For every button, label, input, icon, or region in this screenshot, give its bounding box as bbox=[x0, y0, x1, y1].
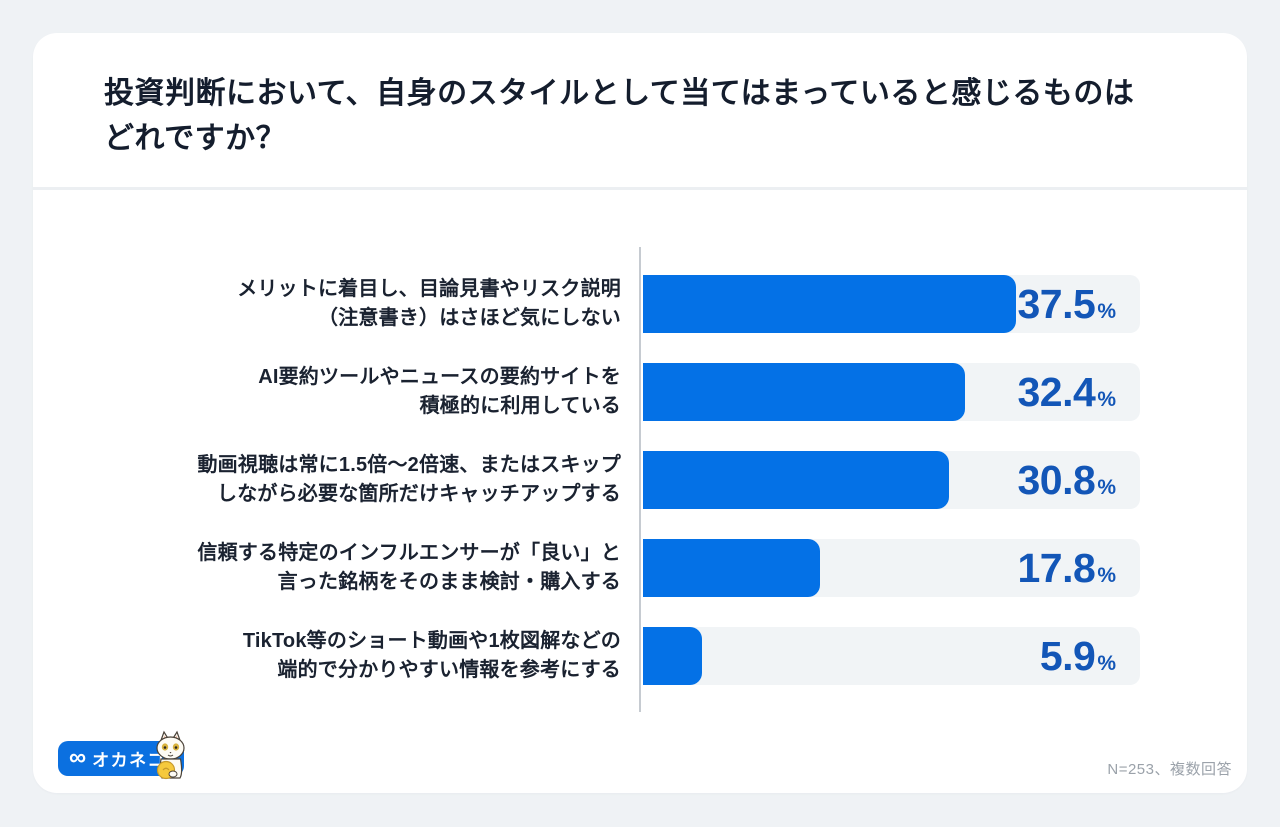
category-label-line: （注意書き）はさほど気にしない bbox=[318, 307, 621, 329]
category-label-line: しながら必要な箇所だけキャッチアップする bbox=[217, 483, 621, 505]
okaneko-logo: ∞ オカネコ bbox=[58, 730, 185, 780]
bar-fill bbox=[643, 363, 966, 421]
chart-row: メリットに着目し、目論見書やリスク説明 （注意書き）はさほど気にしない 37.5… bbox=[33, 275, 1247, 333]
bar-track-cell: 37.5 % bbox=[643, 275, 1140, 333]
bar-fill bbox=[643, 451, 950, 509]
page-title: 投資判断において、自身のスタイルとして当てはまっていると感じるものは どれですか… bbox=[104, 71, 1177, 161]
bar-track-cell: 32.4 % bbox=[643, 363, 1140, 421]
category-label: メリットに着目し、目論見書やリスク説明 （注意書き）はさほど気にしない bbox=[33, 275, 621, 333]
bar-track-cell: 17.8 % bbox=[643, 539, 1140, 597]
bar-track-cell: 30.8 % bbox=[643, 451, 1140, 509]
value-number: 17.8 bbox=[1017, 544, 1096, 591]
value-number: 37.5 bbox=[1017, 280, 1096, 327]
value-number: 32.4 bbox=[1017, 368, 1096, 415]
category-label: 動画視聴は常に1.5倍〜2倍速、またはスキップ しながら必要な箇所だけキャッチア… bbox=[33, 451, 621, 509]
category-label-line: 言った銘柄をそのまま検討・購入する bbox=[277, 571, 621, 593]
bar-track bbox=[643, 627, 1140, 685]
bar-fill bbox=[643, 275, 1016, 333]
sample-size-note: N=253、複数回答 bbox=[1107, 761, 1232, 778]
category-label-line: 信頼する特定のインフルエンサーが「良い」と bbox=[197, 542, 621, 564]
value-unit: % bbox=[1097, 299, 1116, 323]
bar-track-cell: 5.9 % bbox=[643, 627, 1140, 685]
value-number: 5.9 bbox=[1039, 632, 1096, 679]
value-label: 17.8 % bbox=[1018, 539, 1117, 597]
bar-fill bbox=[643, 627, 702, 685]
chart-row: 信頼する特定のインフルエンサーが「良い」と 言った銘柄をそのまま検討・購入する … bbox=[33, 539, 1247, 597]
value-label: 37.5 % bbox=[1018, 275, 1117, 333]
chart-row: 動画視聴は常に1.5倍〜2倍速、またはスキップ しながら必要な箇所だけキャッチア… bbox=[33, 451, 1247, 509]
category-label: TikTok等のショート動画や1枚図解などの 端的で分かりやすい情報を参考にする bbox=[33, 627, 621, 685]
card-header: 投資判断において、自身のスタイルとして当てはまっていると感じるものは どれですか… bbox=[33, 33, 1247, 161]
category-label-line: 動画視聴は常に1.5倍〜2倍速、またはスキップ bbox=[197, 454, 621, 476]
chart-row: AI要約ツールやニュースの要約サイトを 積極的に利用している 32.4 % bbox=[33, 363, 1247, 421]
category-label: AI要約ツールやニュースの要約サイトを 積極的に利用している bbox=[33, 363, 621, 421]
title-line-1: 投資判断において、自身のスタイルとして当てはまっていると感じるものは bbox=[104, 77, 1135, 110]
value-unit: % bbox=[1097, 475, 1116, 499]
cat-mascot-icon bbox=[156, 730, 185, 780]
chart-row: TikTok等のショート動画や1枚図解などの 端的で分かりやすい情報を参考にする… bbox=[33, 627, 1247, 685]
category-label-line: AI要約ツールやニュースの要約サイトを bbox=[258, 366, 621, 388]
value-label: 30.8 % bbox=[1018, 451, 1117, 509]
header-divider bbox=[33, 187, 1247, 190]
category-label-line: TikTok等のショート動画や1枚図解などの bbox=[242, 630, 621, 652]
value-number: 30.8 bbox=[1017, 456, 1096, 503]
logo-text: オカネコ bbox=[92, 751, 166, 770]
chart-axis-line bbox=[639, 247, 641, 712]
bar-fill bbox=[643, 539, 820, 597]
category-label-line: メリットに着目し、目論見書やリスク説明 bbox=[237, 278, 621, 300]
category-label: 信頼する特定のインフルエンサーが「良い」と 言った銘柄をそのまま検討・購入する bbox=[33, 539, 621, 597]
survey-card: 投資判断において、自身のスタイルとして当てはまっていると感じるものは どれですか… bbox=[33, 33, 1247, 793]
value-unit: % bbox=[1097, 563, 1116, 587]
value-unit: % bbox=[1097, 387, 1116, 411]
category-label-line: 積極的に利用している bbox=[419, 395, 621, 417]
infinity-icon: ∞ bbox=[69, 743, 87, 771]
category-label-line: 端的で分かりやすい情報を参考にする bbox=[277, 659, 621, 681]
value-label: 32.4 % bbox=[1018, 363, 1117, 421]
title-line-2: どれですか？ bbox=[104, 122, 287, 155]
value-unit: % bbox=[1097, 651, 1116, 675]
value-label: 5.9 % bbox=[1040, 627, 1116, 685]
bar-chart: メリットに着目し、目論見書やリスク説明 （注意書き）はさほど気にしない 37.5… bbox=[33, 275, 1247, 715]
